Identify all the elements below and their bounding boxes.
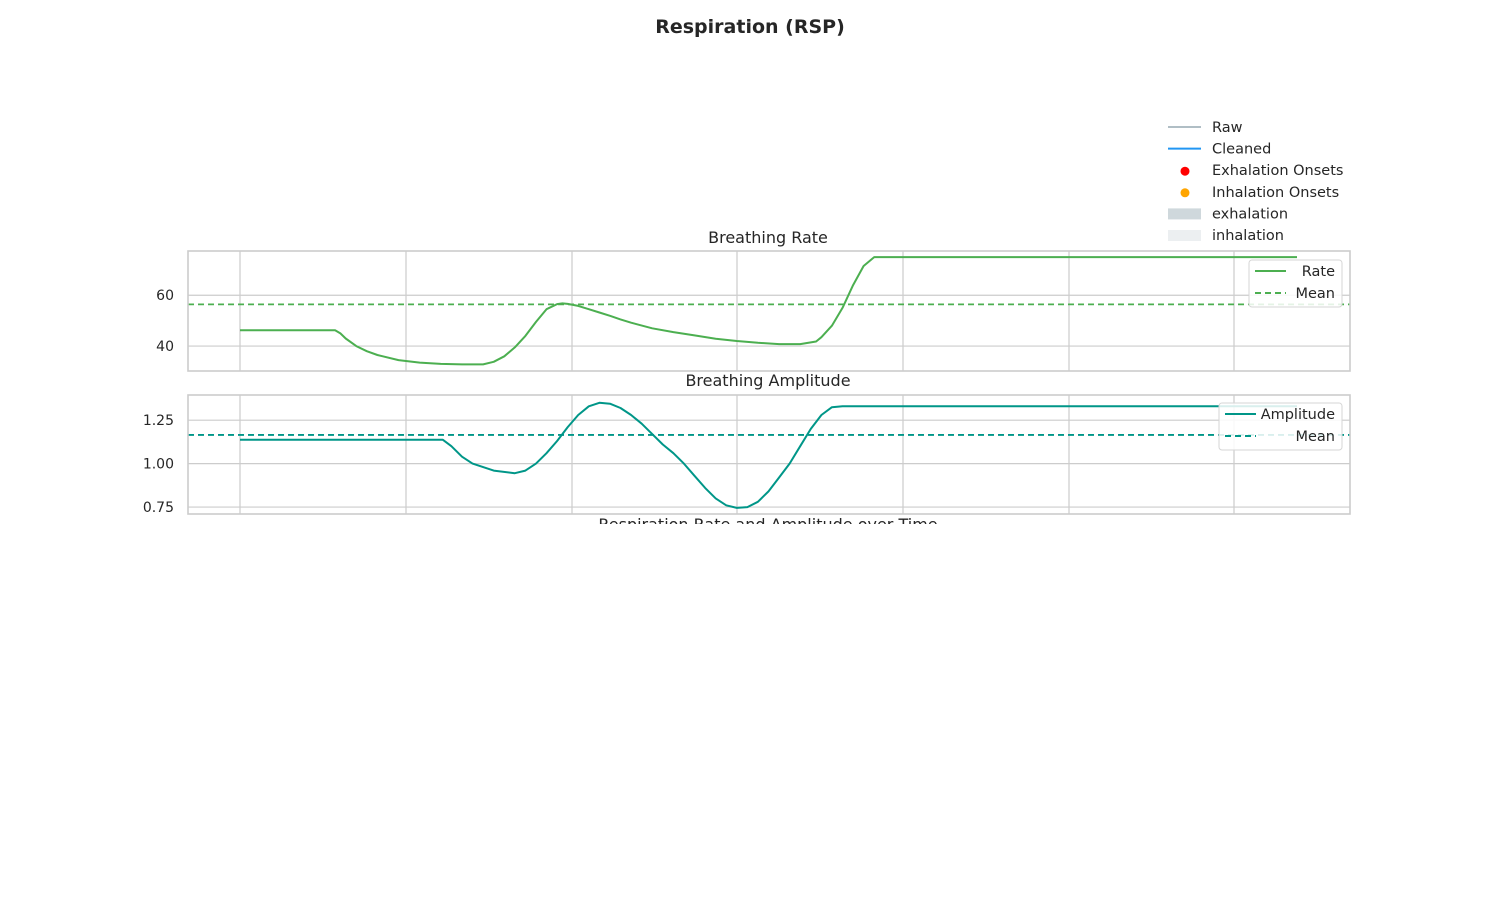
cut-off-xlabel: Respiration Rate and Amplitude over Time bbox=[598, 515, 937, 534]
legend-entry-inhalation: inhalation bbox=[1168, 228, 1284, 244]
axes-frame bbox=[187, 250, 1351, 372]
amplitude-plot-area: 0.75 1.00 1.25 Amplitude Mean bbox=[143, 394, 1351, 516]
legend-dot-swatch bbox=[1180, 166, 1190, 176]
rate-axis-title: Breathing Rate bbox=[708, 228, 828, 247]
legend-entry-cleaned: Cleaned bbox=[1168, 142, 1271, 158]
amplitude-series-line bbox=[240, 401, 1297, 509]
legend-label: Inhalation Onsets bbox=[1212, 185, 1339, 201]
legend-patch-swatch bbox=[1168, 208, 1201, 220]
y-tick-label: 40 bbox=[156, 339, 174, 355]
rate-plot-area: 40 60 Rate Mean bbox=[156, 250, 1351, 372]
legend-entry-exhalation: exhalation bbox=[1168, 206, 1288, 222]
legend-label: inhalation bbox=[1212, 228, 1284, 244]
legend-label: Exhalation Onsets bbox=[1212, 163, 1343, 179]
axes-legend: Amplitude Mean bbox=[1218, 402, 1343, 451]
y-tick-label: 1.25 bbox=[143, 413, 174, 429]
legend-label: Cleaned bbox=[1212, 142, 1271, 158]
amplitude-axis-title: Breathing Amplitude bbox=[685, 371, 850, 390]
legend-label: Amplitude bbox=[1261, 407, 1335, 423]
legend-entry-inhalation-onsets: Inhalation Onsets bbox=[1180, 185, 1339, 201]
y-tick-label: 60 bbox=[156, 288, 174, 304]
figure-legend: Raw Cleaned Exhalation Onsets Inhalation On… bbox=[1168, 120, 1343, 244]
legend-label: Rate bbox=[1302, 264, 1335, 280]
rate-series-line bbox=[240, 256, 1297, 366]
legend-entry-exhalation-onsets: Exhalation Onsets bbox=[1180, 163, 1343, 179]
figure-title: Respiration (RSP) bbox=[655, 16, 845, 38]
legend-patch-swatch bbox=[1168, 230, 1201, 241]
legend-label: exhalation bbox=[1212, 206, 1288, 222]
axes-legend: Rate Mean bbox=[1248, 259, 1343, 308]
legend-dot-swatch bbox=[1180, 188, 1190, 198]
legend-label: Mean bbox=[1295, 429, 1335, 445]
axes-frame bbox=[187, 394, 1351, 515]
legend-entry-raw: Raw bbox=[1168, 120, 1243, 136]
legend-label: Raw bbox=[1212, 120, 1243, 136]
y-tick-label: 1.00 bbox=[143, 457, 174, 473]
y-tick-label: 0.75 bbox=[143, 500, 174, 516]
legend-label: Mean bbox=[1295, 286, 1335, 302]
